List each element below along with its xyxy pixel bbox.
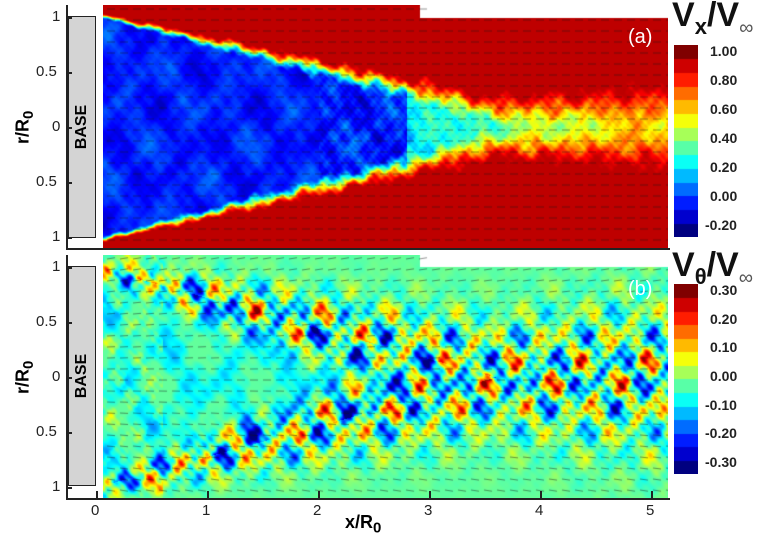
colorbar-tick-label: 0.40 <box>710 130 738 146</box>
panel-b-vtheta-contour <box>103 255 668 498</box>
y-tick-label: 1 <box>52 8 61 25</box>
x-tick-mark <box>318 491 320 498</box>
colorbar-tick-label: 0.80 <box>710 72 738 88</box>
panel-b-base-body: BASE <box>68 266 96 486</box>
y-tick-label: 1 <box>52 478 61 495</box>
y-tick-mark <box>66 237 72 239</box>
colorbar-tick-label: 0.30 <box>710 282 738 298</box>
x-tick-label: 5 <box>646 502 655 519</box>
colorbar-tick-label: -0.20 <box>705 217 737 233</box>
base-label: BASE <box>73 104 90 150</box>
x-tick-mark <box>540 491 542 498</box>
panel-a-base-body: BASE <box>68 16 96 238</box>
colorbar-tick-label: -0.30 <box>705 454 737 470</box>
colorbar-tick-label: 0.10 <box>710 339 738 356</box>
colorbar-tick-label: 0.20 <box>710 310 738 327</box>
y-tick-mark <box>66 322 72 324</box>
x-tick-label: 4 <box>535 502 544 519</box>
panel-a-vx-contour <box>103 5 668 248</box>
y-tick-mark <box>66 377 72 379</box>
x-tick-mark <box>207 491 209 498</box>
base-label: BASE <box>73 353 90 399</box>
y-tick-mark <box>66 487 72 489</box>
colorbar-tick-label: -0.10 <box>705 396 737 413</box>
y-tick-label: 0.5 <box>36 173 57 190</box>
x-tick-label: 3 <box>424 502 433 519</box>
x-tick-label: 1 <box>202 502 211 519</box>
y-tick-mark <box>66 432 72 434</box>
x-tick-mark <box>429 491 431 498</box>
colorbar-tick-label: 0.20 <box>710 159 738 175</box>
panel-a-ylabel: r/R0 <box>12 110 37 144</box>
y-tick-label: 0 <box>52 118 61 135</box>
colorbar-tick-label: 0.00 <box>710 368 738 384</box>
y-tick-label: 1 <box>52 258 61 275</box>
x-tick-label: 0 <box>91 502 100 519</box>
colorbar-tick-label: 1.00 <box>710 43 738 59</box>
y-tick-label: 0.5 <box>36 313 57 330</box>
x-axis-label: x/R0 <box>345 512 382 537</box>
colorbar-a <box>674 45 698 237</box>
panel-a-label: (a) <box>628 26 653 48</box>
y-tick-mark <box>66 267 72 269</box>
colorbar-tick-label: 0.60 <box>710 101 738 117</box>
colorbar-tick-label: 0.00 <box>710 188 738 204</box>
y-tick-label: 0.5 <box>36 63 57 80</box>
colorbar-b <box>674 284 698 474</box>
x-tick-label: 2 <box>313 502 322 519</box>
colorbar-b-title: Vθ/V∞ <box>672 246 753 289</box>
y-tick-label: 1 <box>52 228 61 245</box>
panel-b-label: (b) <box>628 278 653 300</box>
x-tick-mark <box>651 491 653 498</box>
y-tick-label: 0 <box>52 368 61 385</box>
y-tick-mark <box>66 182 72 184</box>
y-tick-mark <box>66 17 72 19</box>
y-tick-label: 0.5 <box>36 423 57 440</box>
panel-b-ylabel: r/R0 <box>12 360 37 394</box>
x-tick-mark <box>96 491 98 498</box>
y-tick-mark <box>66 72 72 74</box>
y-tick-mark <box>66 127 72 129</box>
colorbar-tick-label: -0.20 <box>705 425 737 442</box>
colorbar-a-title: Vx/V∞ <box>672 0 754 39</box>
